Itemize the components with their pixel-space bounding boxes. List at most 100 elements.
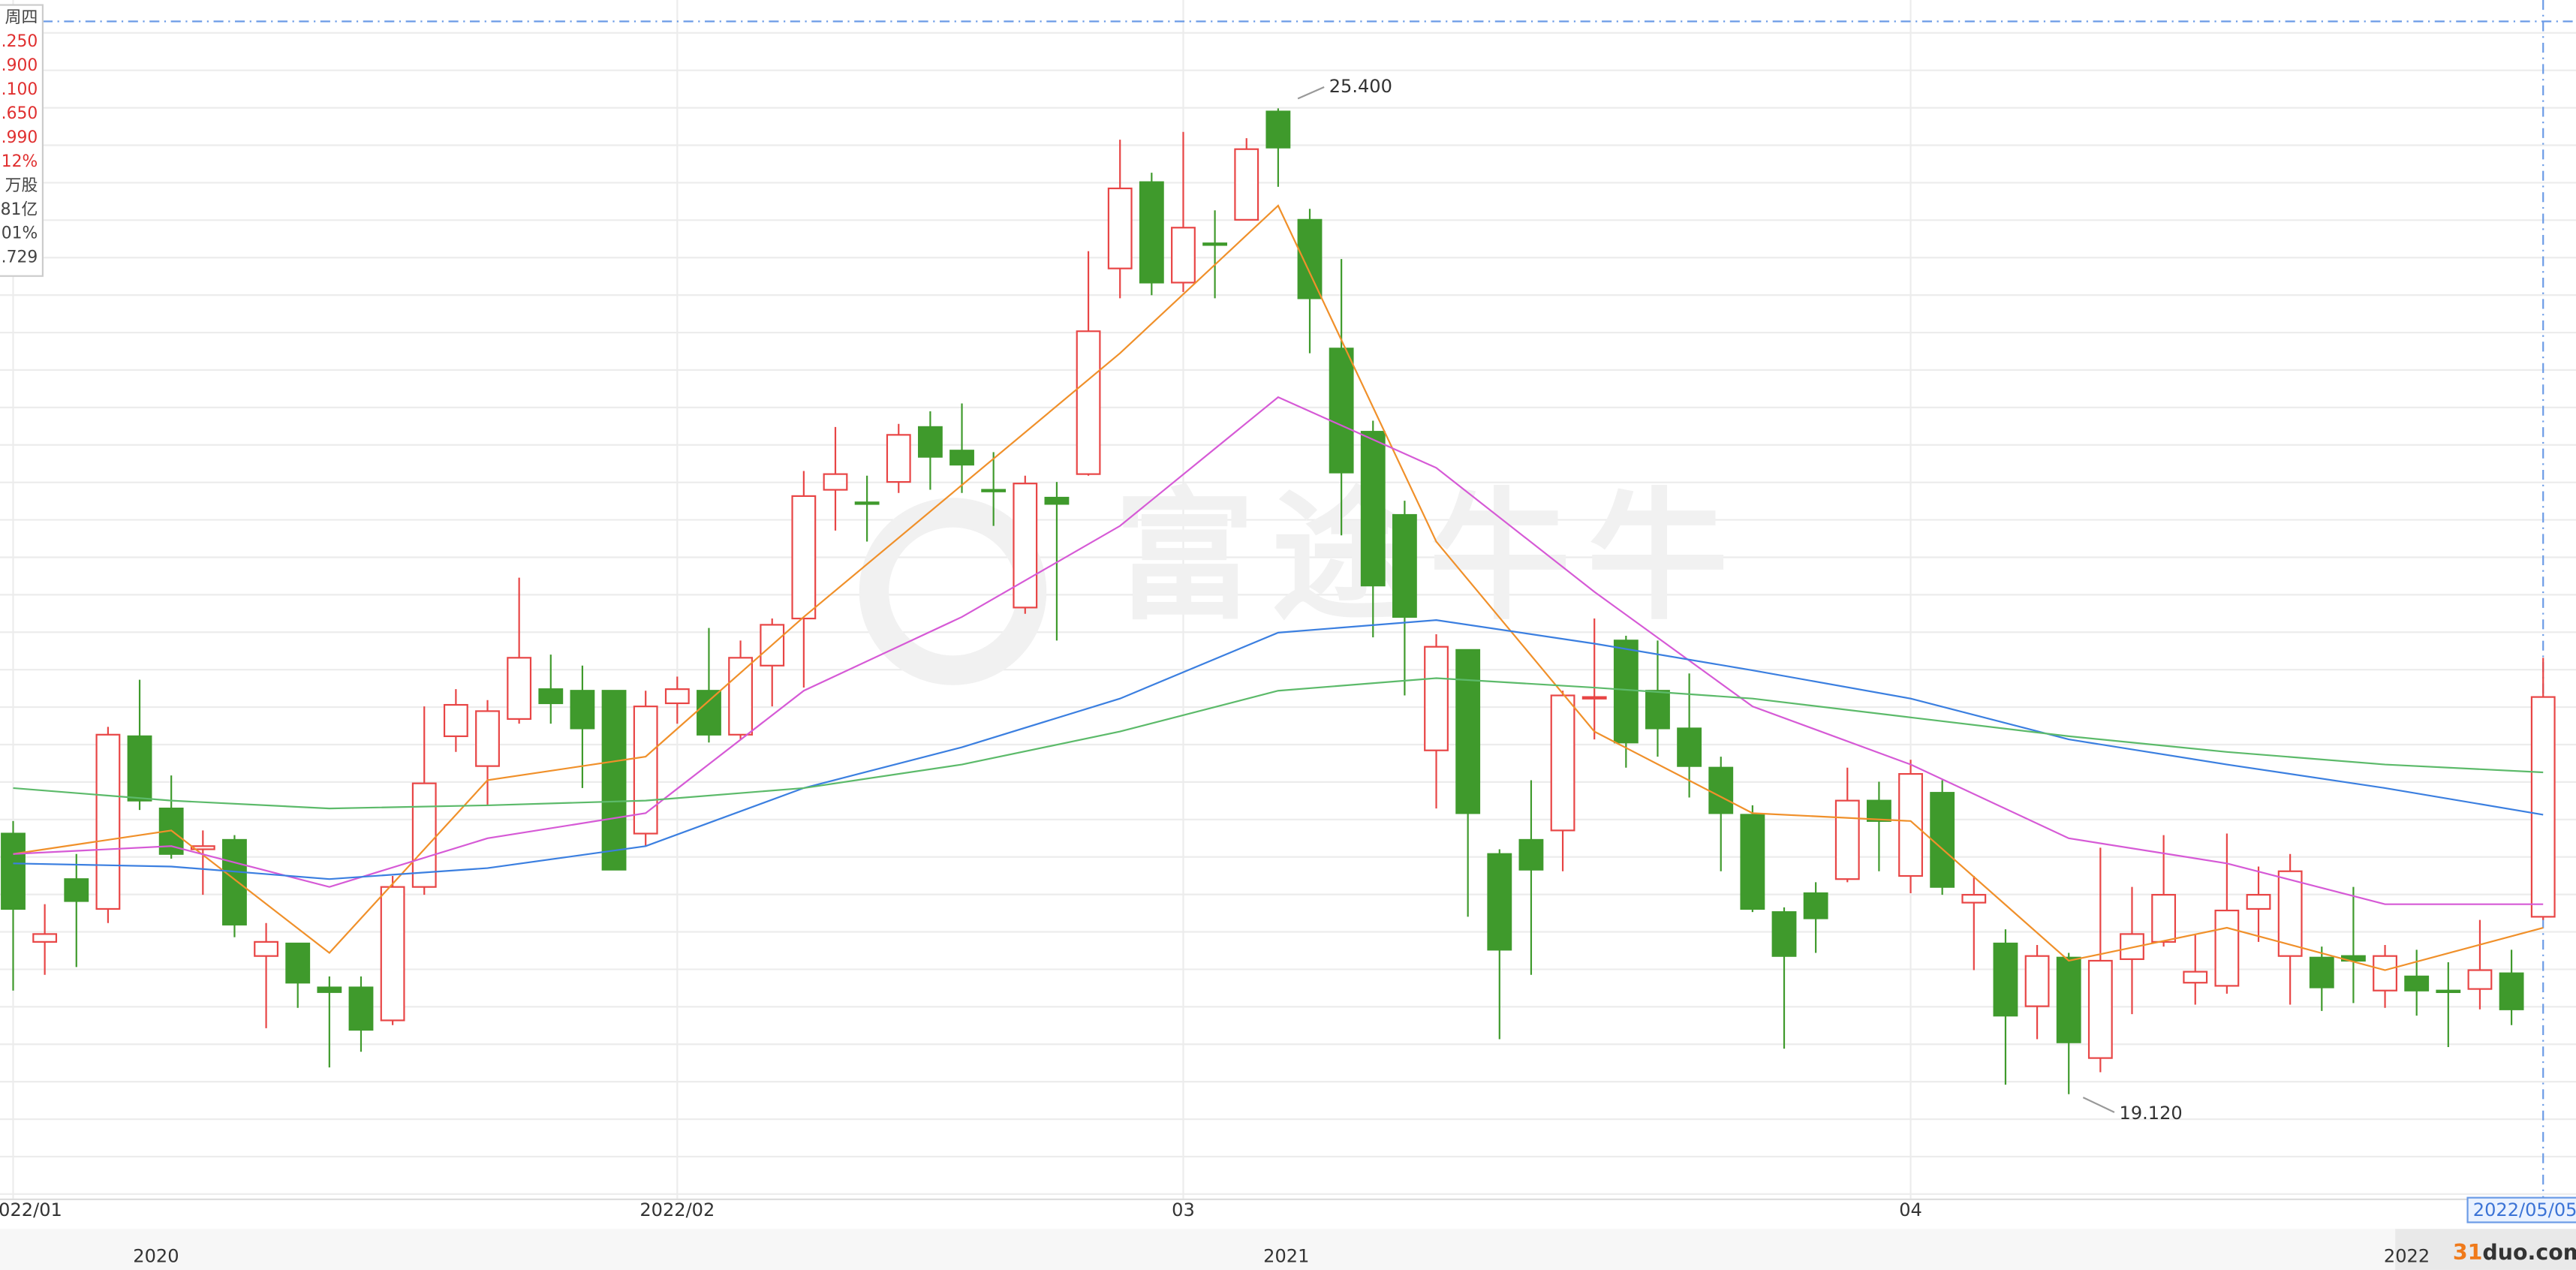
candle-body bbox=[570, 690, 595, 730]
moving-average bbox=[13, 619, 2544, 880]
candle-body bbox=[823, 473, 848, 491]
candle-body bbox=[1, 832, 26, 910]
low-leader bbox=[2082, 1097, 2115, 1113]
navigator-label: 2020 bbox=[133, 1245, 179, 1266]
info-value: .650 bbox=[2, 104, 38, 123]
candle-body bbox=[1613, 640, 1639, 744]
candle-body bbox=[664, 688, 690, 705]
x-tick-label: 04 bbox=[1899, 1199, 1922, 1220]
candle-body bbox=[1866, 799, 1891, 822]
candle-body bbox=[538, 688, 564, 705]
candle-body bbox=[1424, 646, 1449, 751]
candle-body bbox=[1993, 942, 2018, 1017]
candle-body bbox=[1771, 911, 1797, 957]
info-value: 万股 bbox=[5, 176, 38, 195]
candle-body bbox=[348, 986, 374, 1031]
candle-body bbox=[2151, 894, 2177, 943]
candle-body bbox=[917, 426, 943, 458]
candle-body bbox=[2309, 956, 2334, 989]
navigator-label: 2021 bbox=[1263, 1245, 1309, 1266]
high-leader bbox=[1297, 86, 1325, 100]
candle-body bbox=[1265, 110, 1291, 149]
site-mark-b: duo.com bbox=[2482, 1240, 2576, 1265]
candle-body bbox=[886, 434, 911, 483]
candle-body bbox=[1013, 483, 1038, 609]
site-mark-a: 31 bbox=[2453, 1240, 2483, 1265]
low-label: 19.120 bbox=[2120, 1103, 2183, 1124]
candle-body bbox=[254, 940, 278, 957]
candle-body bbox=[791, 495, 817, 620]
high-label: 25.400 bbox=[1329, 76, 1392, 97]
candle-body bbox=[1139, 181, 1164, 284]
info-value: .100 bbox=[2, 80, 38, 99]
candle-body bbox=[2467, 969, 2493, 990]
candle-body bbox=[1740, 814, 1765, 910]
candle-body bbox=[1234, 148, 1259, 221]
x-cursor-box bbox=[2466, 1196, 2576, 1223]
candle-body bbox=[2214, 909, 2240, 987]
candle-body bbox=[1803, 892, 1828, 919]
candle-body bbox=[507, 657, 532, 720]
candle-body bbox=[1455, 649, 1481, 814]
candle-body bbox=[1329, 348, 1354, 474]
candle-body bbox=[981, 489, 1007, 492]
info-value: 3.250 bbox=[0, 32, 38, 51]
candle-body bbox=[2087, 959, 2113, 1059]
candle-body bbox=[1645, 690, 1670, 730]
site-mark: 31duo.com bbox=[2453, 1240, 2576, 1265]
candle-body bbox=[317, 986, 342, 993]
candle-body bbox=[728, 657, 754, 736]
x-tick-label: 03 bbox=[1172, 1199, 1195, 1220]
candle-body bbox=[1171, 227, 1196, 284]
candle-body bbox=[1202, 242, 1228, 246]
candle-body bbox=[127, 735, 152, 802]
candle-body bbox=[2024, 955, 2050, 1007]
candle-body bbox=[1708, 766, 1734, 814]
moving-average bbox=[13, 677, 2544, 810]
candle-body bbox=[475, 710, 500, 767]
info-value: .990 bbox=[2, 128, 38, 147]
watermark: 富途牛牛 bbox=[1114, 475, 1744, 640]
moving-average bbox=[13, 204, 2544, 971]
candle-body bbox=[222, 838, 247, 925]
candle-body bbox=[1961, 894, 1987, 904]
info-value: 81亿 bbox=[1, 200, 38, 219]
candle-body bbox=[1044, 496, 1070, 505]
candle-body bbox=[2530, 696, 2556, 918]
info-value: 周四 bbox=[5, 8, 38, 27]
candle-body bbox=[190, 845, 215, 850]
candle-body bbox=[32, 933, 58, 943]
candle-body bbox=[95, 733, 121, 910]
candle-body bbox=[1392, 513, 1417, 618]
moving-average bbox=[13, 396, 2544, 905]
candle-body bbox=[1834, 799, 1860, 880]
candle-body bbox=[285, 942, 311, 984]
candle-body bbox=[2056, 956, 2081, 1043]
candle-body bbox=[1518, 838, 1544, 871]
candle-body bbox=[1930, 792, 1955, 888]
navigator bbox=[0, 1229, 2576, 1270]
candle-body bbox=[1898, 772, 1923, 877]
candle-body bbox=[854, 501, 880, 505]
x-cursor-label: 2022/05/05 bbox=[2473, 1199, 2576, 1220]
candle-body bbox=[1297, 218, 1323, 299]
candle-body bbox=[2499, 972, 2524, 1010]
x-tick-label: 2022/01 bbox=[0, 1199, 62, 1220]
candle-body bbox=[380, 886, 405, 1022]
candle-body bbox=[2246, 894, 2271, 910]
candle-body bbox=[1360, 431, 1386, 587]
candle-body bbox=[1677, 727, 1702, 767]
candle-body bbox=[64, 878, 89, 902]
candle-body bbox=[1487, 853, 1512, 951]
candle-body bbox=[1076, 330, 1101, 475]
plot bbox=[1, 108, 2556, 1094]
candle-body bbox=[2373, 955, 2397, 992]
info-value: 01% bbox=[2, 224, 38, 243]
candle-body bbox=[1107, 187, 1133, 269]
candle-body bbox=[443, 703, 468, 737]
info-value: .729 bbox=[2, 248, 38, 267]
info-value: .12% bbox=[0, 152, 38, 171]
navigator-label: 2022 bbox=[2384, 1245, 2430, 1266]
